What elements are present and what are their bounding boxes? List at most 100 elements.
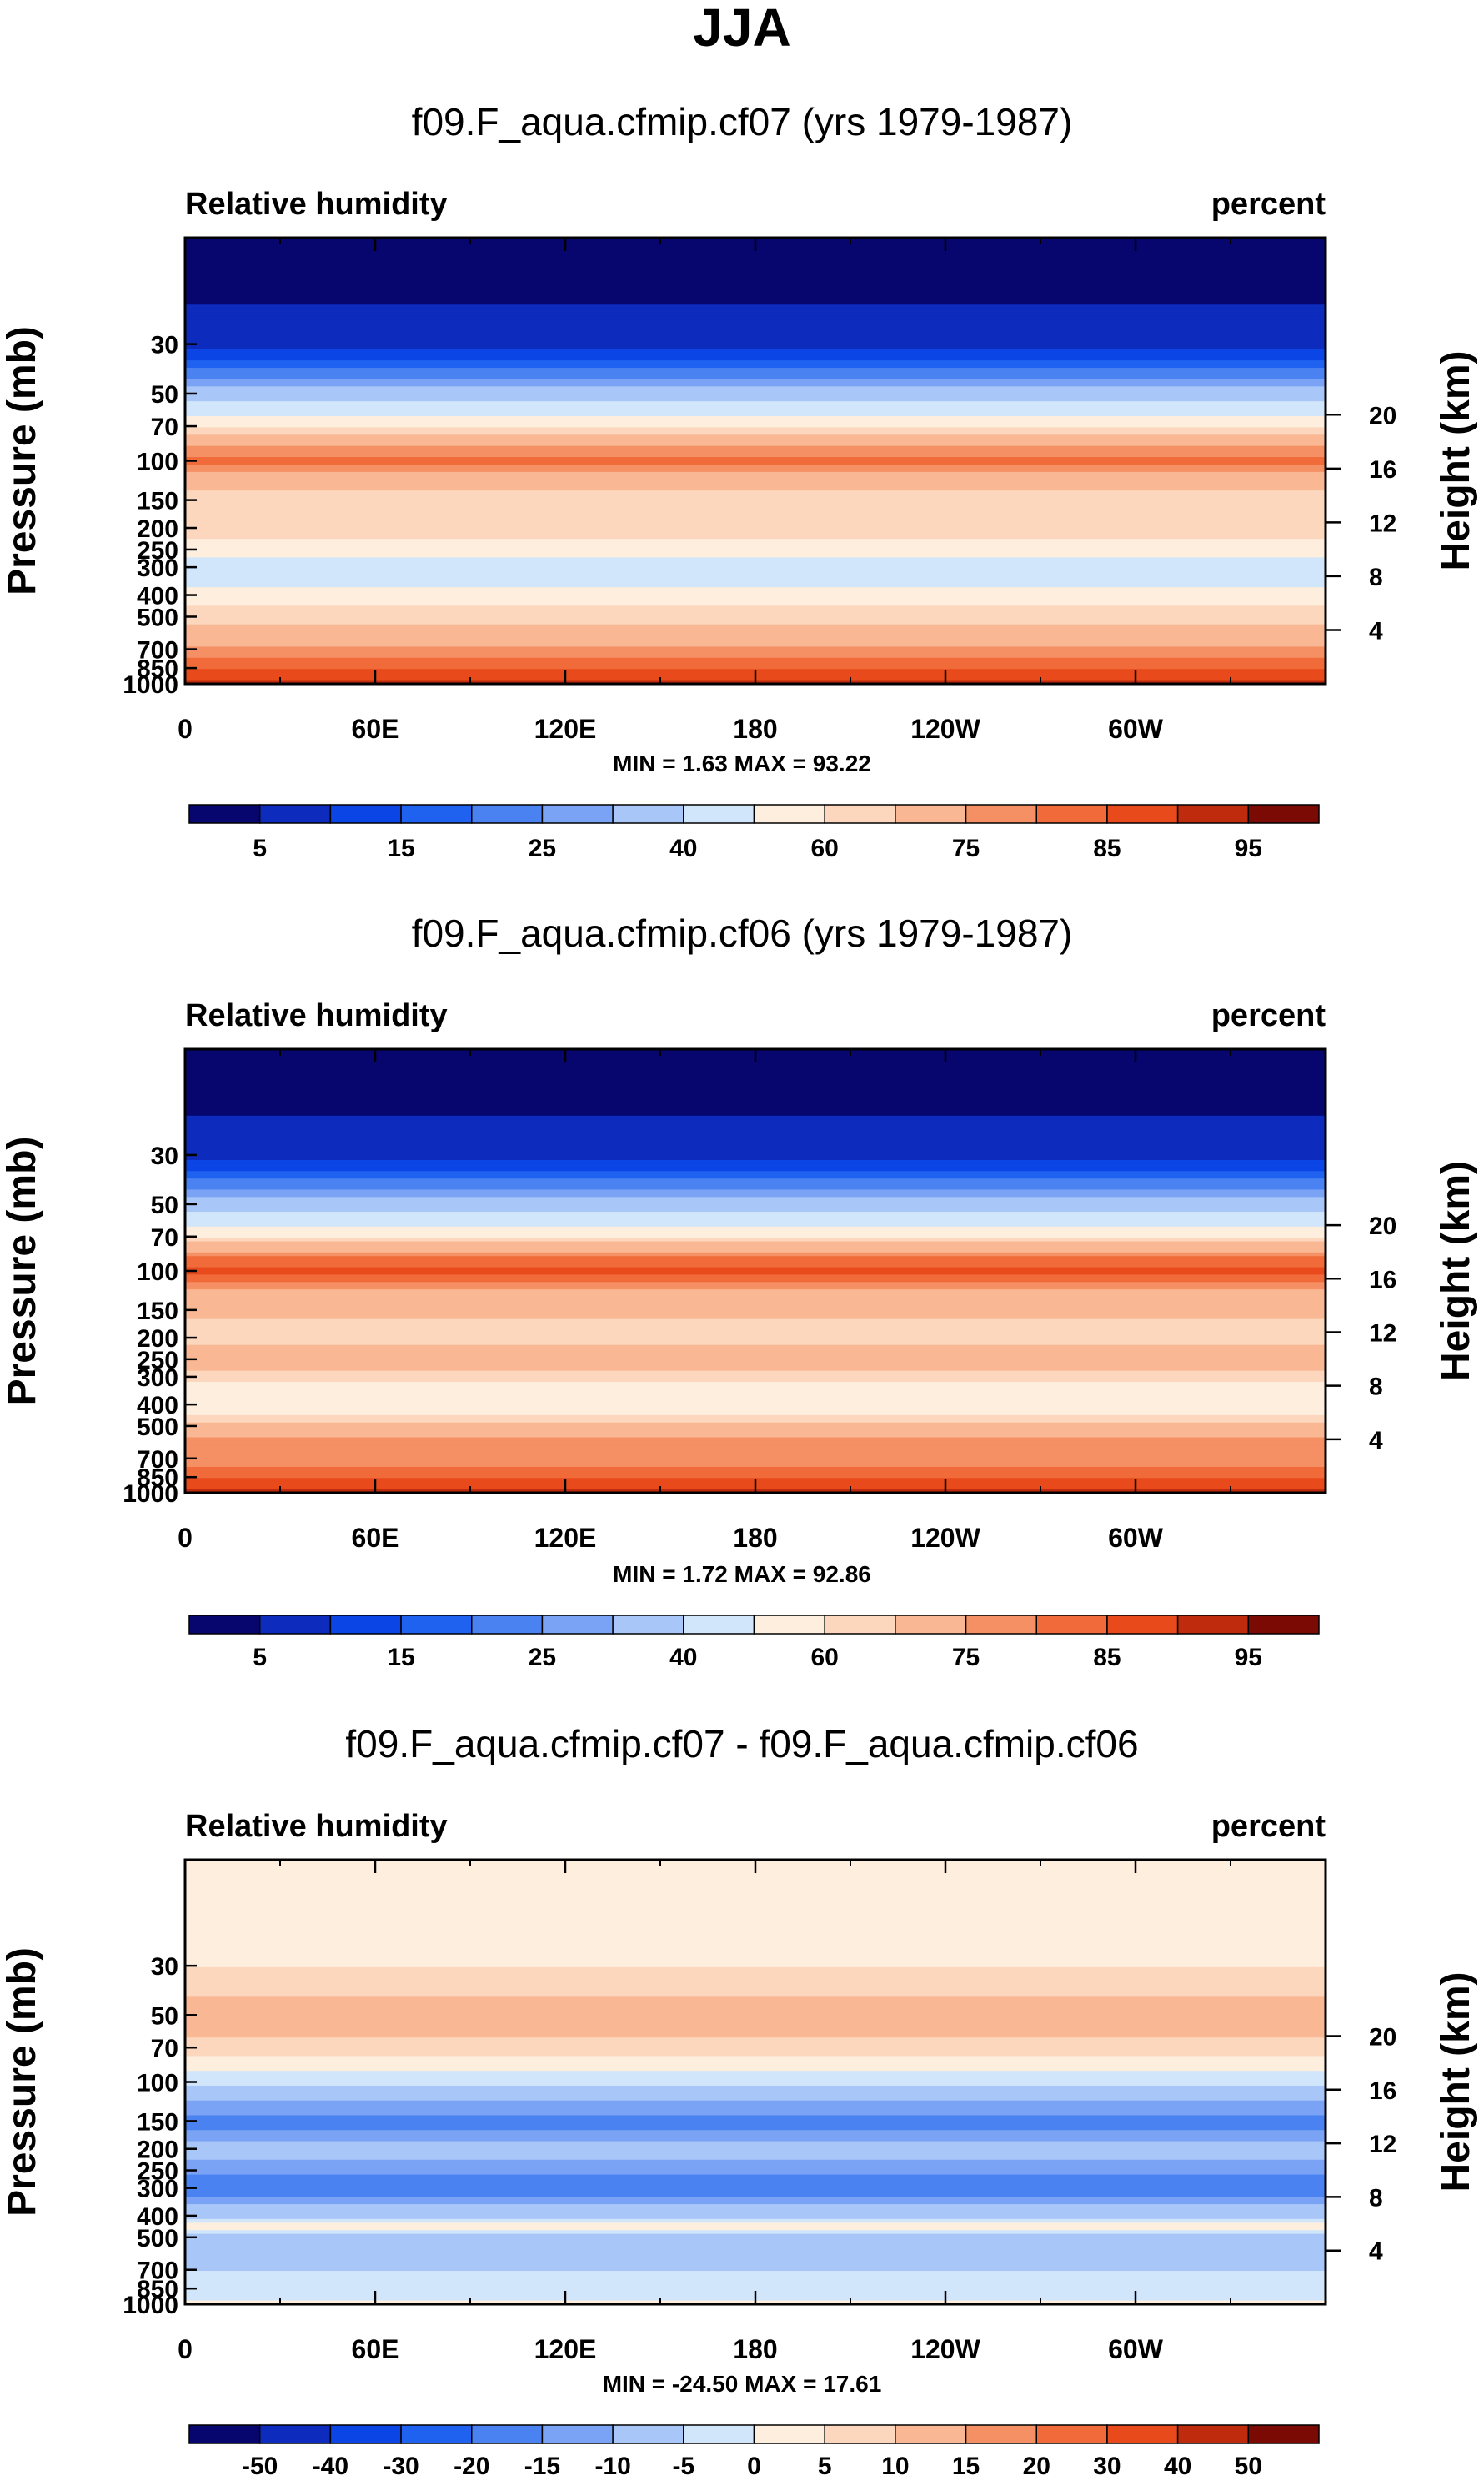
x-tick-label: 120W [910, 2334, 980, 2364]
colorbar-label: 5 [253, 1644, 267, 1671]
y-tick-label: 250 [137, 1347, 178, 1374]
field-band [185, 1414, 1326, 1419]
colorbar-box [965, 1615, 1037, 1635]
field-band [185, 1329, 1326, 1334]
field-band [185, 382, 1326, 387]
colorbar-label: 5 [818, 2453, 832, 2480]
chart-title: f09.F_aqua.cfmip.cf06 (yrs 1979-1987) [412, 912, 1073, 955]
field-band [185, 1333, 1326, 1338]
colorbar-label: 20 [1023, 2453, 1050, 2480]
field-band [185, 419, 1326, 424]
field-band [185, 423, 1326, 428]
field-band [185, 646, 1326, 651]
field-band [185, 371, 1326, 376]
field-band [185, 289, 1326, 294]
height-tick-label: 16 [1369, 456, 1396, 484]
field-band [185, 2100, 1326, 2105]
colorbar-label: -10 [594, 2453, 630, 2480]
colorbar-box [541, 1615, 614, 1635]
field-band [185, 2118, 1326, 2123]
field-band [185, 1323, 1326, 1328]
y-tick-label: 30 [151, 332, 178, 359]
field-band [185, 345, 1326, 350]
field-band [185, 1459, 1326, 1464]
colorbar-label: 85 [1093, 835, 1121, 862]
y-tick-label: 400 [137, 583, 178, 610]
field-band [185, 457, 1326, 462]
field-band [185, 341, 1326, 346]
field-band [185, 2197, 1326, 2202]
field-band [185, 2112, 1326, 2117]
y-tick-label: 850 [137, 1464, 178, 1492]
field-band [185, 442, 1326, 447]
colorbar-box [612, 2424, 684, 2444]
field-band [185, 1408, 1326, 1413]
field-band [185, 2207, 1326, 2212]
field-band [185, 1303, 1326, 1308]
field-band [185, 1959, 1326, 1964]
field-band [185, 1197, 1326, 1202]
field-band [185, 1348, 1326, 1354]
field-band [185, 486, 1326, 491]
field-band [185, 1455, 1326, 1460]
field-band [185, 1904, 1326, 1909]
field-band [185, 1429, 1326, 1434]
field-band [185, 2237, 1326, 2242]
field-band [185, 2104, 1326, 2109]
field-band [185, 1318, 1326, 1323]
field-band [185, 1448, 1326, 1453]
field-band [185, 631, 1326, 636]
colorbar-label: 10 [881, 2453, 909, 2480]
field-band [185, 312, 1326, 317]
field-band [185, 416, 1326, 421]
height-tick-label: 20 [1369, 2024, 1396, 2052]
field-band [185, 2085, 1326, 2090]
field-band [185, 1896, 1326, 1901]
colorbar-label: 75 [952, 835, 980, 862]
field-band [185, 1466, 1326, 1471]
field-band [185, 1078, 1326, 1083]
chart-panel-1: f09.F_aqua.cfmip.cf07 (yrs 1979-1987) Rel… [0, 100, 1478, 862]
field-band [185, 2152, 1326, 2157]
field-band [185, 2233, 1326, 2238]
y-tick-label: 700 [137, 637, 178, 665]
field-band [185, 2189, 1326, 2194]
x-tick-label: 60W [1108, 714, 1164, 744]
field-band [185, 2244, 1326, 2249]
colorbar-box [895, 2424, 967, 2444]
field-band [185, 412, 1326, 417]
field-band [185, 2222, 1326, 2227]
field-band [185, 524, 1326, 529]
field-band [185, 2041, 1326, 2046]
colorbar-box [400, 1615, 473, 1635]
field-band [185, 531, 1326, 536]
field-band [185, 628, 1326, 633]
field-band [185, 575, 1326, 580]
y-tick-label: 50 [151, 2002, 178, 2030]
x-tick-label: 60W [1108, 1523, 1164, 1553]
y-tick-label: 150 [137, 488, 178, 515]
field-band [185, 1189, 1326, 1194]
colorbar-box [471, 804, 544, 824]
field-band [185, 1986, 1326, 1991]
field-band [185, 356, 1326, 361]
field-band [185, 1404, 1326, 1409]
field-band [185, 1267, 1326, 1272]
field-band [185, 2033, 1326, 2038]
colorbar-box [188, 804, 261, 824]
field-band [185, 650, 1326, 655]
colorbar-box [612, 1615, 684, 1635]
field-band [185, 624, 1326, 629]
field-band [185, 1907, 1326, 1912]
field-band [185, 2200, 1326, 2205]
colorbar-box [824, 804, 896, 824]
y-tick-label: 150 [137, 2108, 178, 2136]
y-tick-label: 500 [137, 2225, 178, 2252]
colorbar-box [895, 1615, 967, 1635]
field-band [185, 468, 1326, 473]
colorbar-box [824, 1615, 896, 1635]
colorbar-label: 50 [1235, 2453, 1262, 2480]
field-band [185, 2241, 1326, 2246]
field-band [185, 2192, 1326, 2197]
